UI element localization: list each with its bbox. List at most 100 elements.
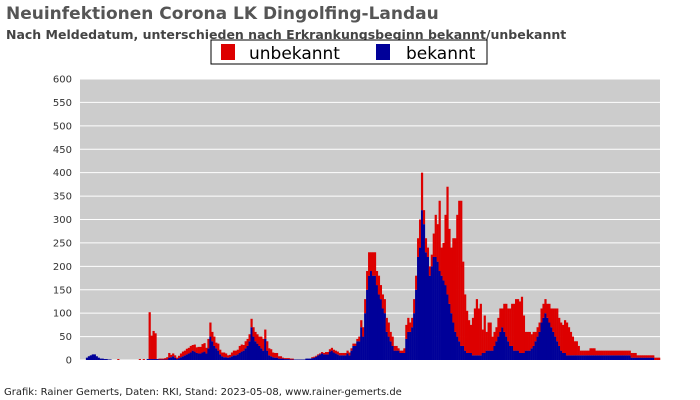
bar-bekannt [213,345,216,360]
bar-unbekannt [160,358,163,360]
bar-unbekannt [315,355,318,357]
bar-bekannt [264,338,267,360]
bar-bekannt [219,354,222,360]
bar-bekannt [550,327,553,360]
bar-unbekannt [624,350,627,356]
bar-bekannt [95,356,98,360]
bar-bekannt [383,313,386,360]
bar-bekannt [448,303,451,360]
y-tick-label: 300 [53,215,72,226]
bar-unbekannt [599,350,602,356]
bar-unbekannt [456,214,459,337]
bar-bekannt [614,355,618,360]
bar-bekannt [522,352,526,360]
bar-bekannt [232,355,236,360]
bar-bekannt [544,313,547,360]
bar-unbekannt [338,352,341,356]
bar-unbekannt [246,338,249,346]
bar-unbekannt [516,299,520,351]
bar-unbekannt [577,345,580,356]
bar-bekannt [156,359,159,360]
bar-unbekannt [272,352,275,358]
bar-bekannt [381,308,384,360]
bar-bekannt [442,280,445,360]
bar-bekannt [195,352,198,360]
bar-bekannt [548,322,551,360]
bar-unbekannt [534,331,537,342]
bar-unbekannt [264,329,267,339]
bar-bekannt [362,336,365,360]
bar-bekannt [215,348,218,360]
bar-unbekannt [479,303,482,356]
bar-unbekannt [544,299,547,314]
bar-bekannt [225,357,228,360]
bar-unbekannt [536,327,539,337]
bar-bekannt [536,336,539,360]
bar-unbekannt [201,344,204,353]
bar-bekannt [542,317,545,360]
bar-unbekannt [189,345,192,353]
bar-bekannt [373,275,377,360]
chart-subtitle: Nach Meldedatum, unterschieden nach Erkr… [6,27,566,42]
bar-unbekannt [626,350,629,356]
bar-bekannt [305,358,308,360]
bar-unbekannt [373,252,377,276]
bar-unbekannt [501,308,504,328]
bar-unbekannt [209,322,212,337]
bar-unbekannt [326,352,330,355]
bar-unbekannt [471,317,475,356]
bar-unbekannt [630,352,633,358]
bar-bekannt [420,210,424,360]
bar-unbekannt [401,350,404,353]
bar-bekannt [473,355,477,360]
bar-unbekannt [383,299,386,314]
bar-bekannt [209,336,212,360]
bar-bekannt [616,355,620,360]
bar-unbekannt [174,355,177,358]
bar-bekannt [430,266,433,360]
bar-bekannt [415,289,418,360]
bar-bekannt [342,355,345,360]
bar-bekannt [311,358,314,360]
bar-bekannt [279,358,283,360]
bar-unbekannt [573,341,576,356]
bar-bekannt [270,356,273,360]
bar-unbekannt [375,271,379,286]
bar-bekannt [485,350,488,360]
bar-unbekannt [436,224,439,262]
bar-unbekannt [524,331,528,351]
bar-unbekannt [289,358,292,360]
bar-bekannt [168,357,171,360]
bar-bekannt [221,356,224,360]
bar-unbekannt [632,352,635,358]
bar-bekannt [426,256,430,360]
bar-bekannt [513,350,516,360]
bar-bekannt [226,357,230,360]
bar-unbekannt [230,352,234,357]
bar-unbekannt [313,356,316,358]
bar-unbekannt [266,341,269,351]
bar-unbekannt [256,334,259,344]
bar-unbekannt [540,308,543,323]
bar-unbekannt [170,354,173,358]
y-tick-label: 600 [53,75,72,86]
bar-bekannt [228,357,232,360]
bar-unbekannt [448,228,451,304]
bar-unbekannt [622,350,625,356]
bar-unbekannt [654,357,657,360]
bar-unbekannt [601,350,604,356]
bar-unbekannt [493,331,496,346]
bar-unbekannt [542,303,545,318]
bar-unbekannt [417,238,420,257]
bar-unbekannt [593,348,596,356]
bar-unbekannt [291,358,294,360]
y-tick-label: 0 [66,356,72,367]
bar-unbekannt [366,271,369,290]
bar-unbekannt [473,308,477,356]
bar-unbekannt [499,308,502,332]
bar-bekannt [497,336,500,360]
bar-bekannt [642,357,645,360]
bar-bekannt [407,331,410,360]
bar-unbekannt [381,294,384,309]
